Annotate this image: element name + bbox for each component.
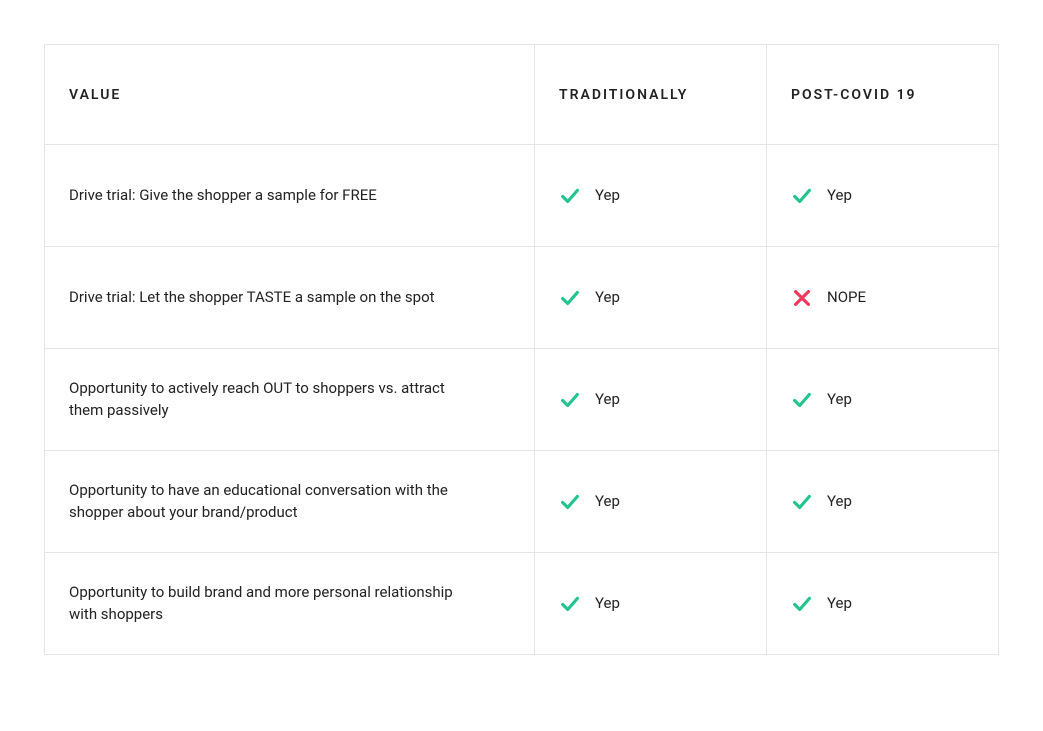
value-cell: Opportunity to build brand and more pers… bbox=[45, 553, 535, 655]
status: NOPE bbox=[791, 287, 974, 309]
table-row: Drive trial: Let the shopper TASTE a sam… bbox=[45, 247, 999, 349]
status: Yep bbox=[791, 185, 974, 207]
table-row: Opportunity to build brand and more pers… bbox=[45, 553, 999, 655]
value-cell: Drive trial: Give the shopper a sample f… bbox=[45, 145, 535, 247]
table-row: Opportunity to have an educational conve… bbox=[45, 451, 999, 553]
status-label: Yep bbox=[595, 593, 620, 615]
value-cell: Opportunity to actively reach OUT to sho… bbox=[45, 349, 535, 451]
check-icon bbox=[791, 491, 813, 513]
status: Yep bbox=[559, 287, 742, 309]
value-text: Drive trial: Let the shopper TASTE a sam… bbox=[69, 287, 459, 309]
table-body: Drive trial: Give the shopper a sample f… bbox=[45, 145, 999, 655]
status: Yep bbox=[559, 491, 742, 513]
status: Yep bbox=[559, 593, 742, 615]
check-icon bbox=[559, 287, 581, 309]
post-covid-cell: Yep bbox=[767, 553, 999, 655]
status-label: Yep bbox=[595, 491, 620, 513]
status-label: Yep bbox=[827, 491, 852, 513]
check-icon bbox=[559, 389, 581, 411]
status: Yep bbox=[791, 593, 974, 615]
status: Yep bbox=[791, 389, 974, 411]
traditionally-cell: Yep bbox=[535, 451, 767, 553]
table-header-row: VALUE TRADITIONALLY POST-COVID 19 bbox=[45, 45, 999, 145]
traditionally-cell: Yep bbox=[535, 247, 767, 349]
status-label: Yep bbox=[595, 185, 620, 207]
status: Yep bbox=[559, 185, 742, 207]
status-label: Yep bbox=[595, 287, 620, 309]
value-cell: Opportunity to have an educational conve… bbox=[45, 451, 535, 553]
col-header-post-covid: POST-COVID 19 bbox=[767, 45, 999, 145]
check-icon bbox=[559, 491, 581, 513]
status-label: NOPE bbox=[827, 287, 866, 309]
cross-icon bbox=[791, 287, 813, 309]
value-text: Drive trial: Give the shopper a sample f… bbox=[69, 185, 459, 207]
post-covid-cell: NOPE bbox=[767, 247, 999, 349]
status: Yep bbox=[791, 491, 974, 513]
status-label: Yep bbox=[827, 593, 852, 615]
status-label: Yep bbox=[827, 389, 852, 411]
value-text: Opportunity to build brand and more pers… bbox=[69, 582, 459, 626]
traditionally-cell: Yep bbox=[535, 349, 767, 451]
col-header-value: VALUE bbox=[45, 45, 535, 145]
post-covid-cell: Yep bbox=[767, 349, 999, 451]
check-icon bbox=[791, 389, 813, 411]
check-icon bbox=[559, 593, 581, 615]
comparison-table: VALUE TRADITIONALLY POST-COVID 19 Drive … bbox=[44, 44, 999, 655]
post-covid-cell: Yep bbox=[767, 451, 999, 553]
traditionally-cell: Yep bbox=[535, 553, 767, 655]
post-covid-cell: Yep bbox=[767, 145, 999, 247]
status-label: Yep bbox=[827, 185, 852, 207]
status: Yep bbox=[559, 389, 742, 411]
status-label: Yep bbox=[595, 389, 620, 411]
value-cell: Drive trial: Let the shopper TASTE a sam… bbox=[45, 247, 535, 349]
traditionally-cell: Yep bbox=[535, 145, 767, 247]
check-icon bbox=[559, 185, 581, 207]
value-text: Opportunity to have an educational conve… bbox=[69, 480, 459, 524]
table-row: Opportunity to actively reach OUT to sho… bbox=[45, 349, 999, 451]
col-header-traditionally: TRADITIONALLY bbox=[535, 45, 767, 145]
value-text: Opportunity to actively reach OUT to sho… bbox=[69, 378, 459, 422]
check-icon bbox=[791, 185, 813, 207]
check-icon bbox=[791, 593, 813, 615]
table-row: Drive trial: Give the shopper a sample f… bbox=[45, 145, 999, 247]
